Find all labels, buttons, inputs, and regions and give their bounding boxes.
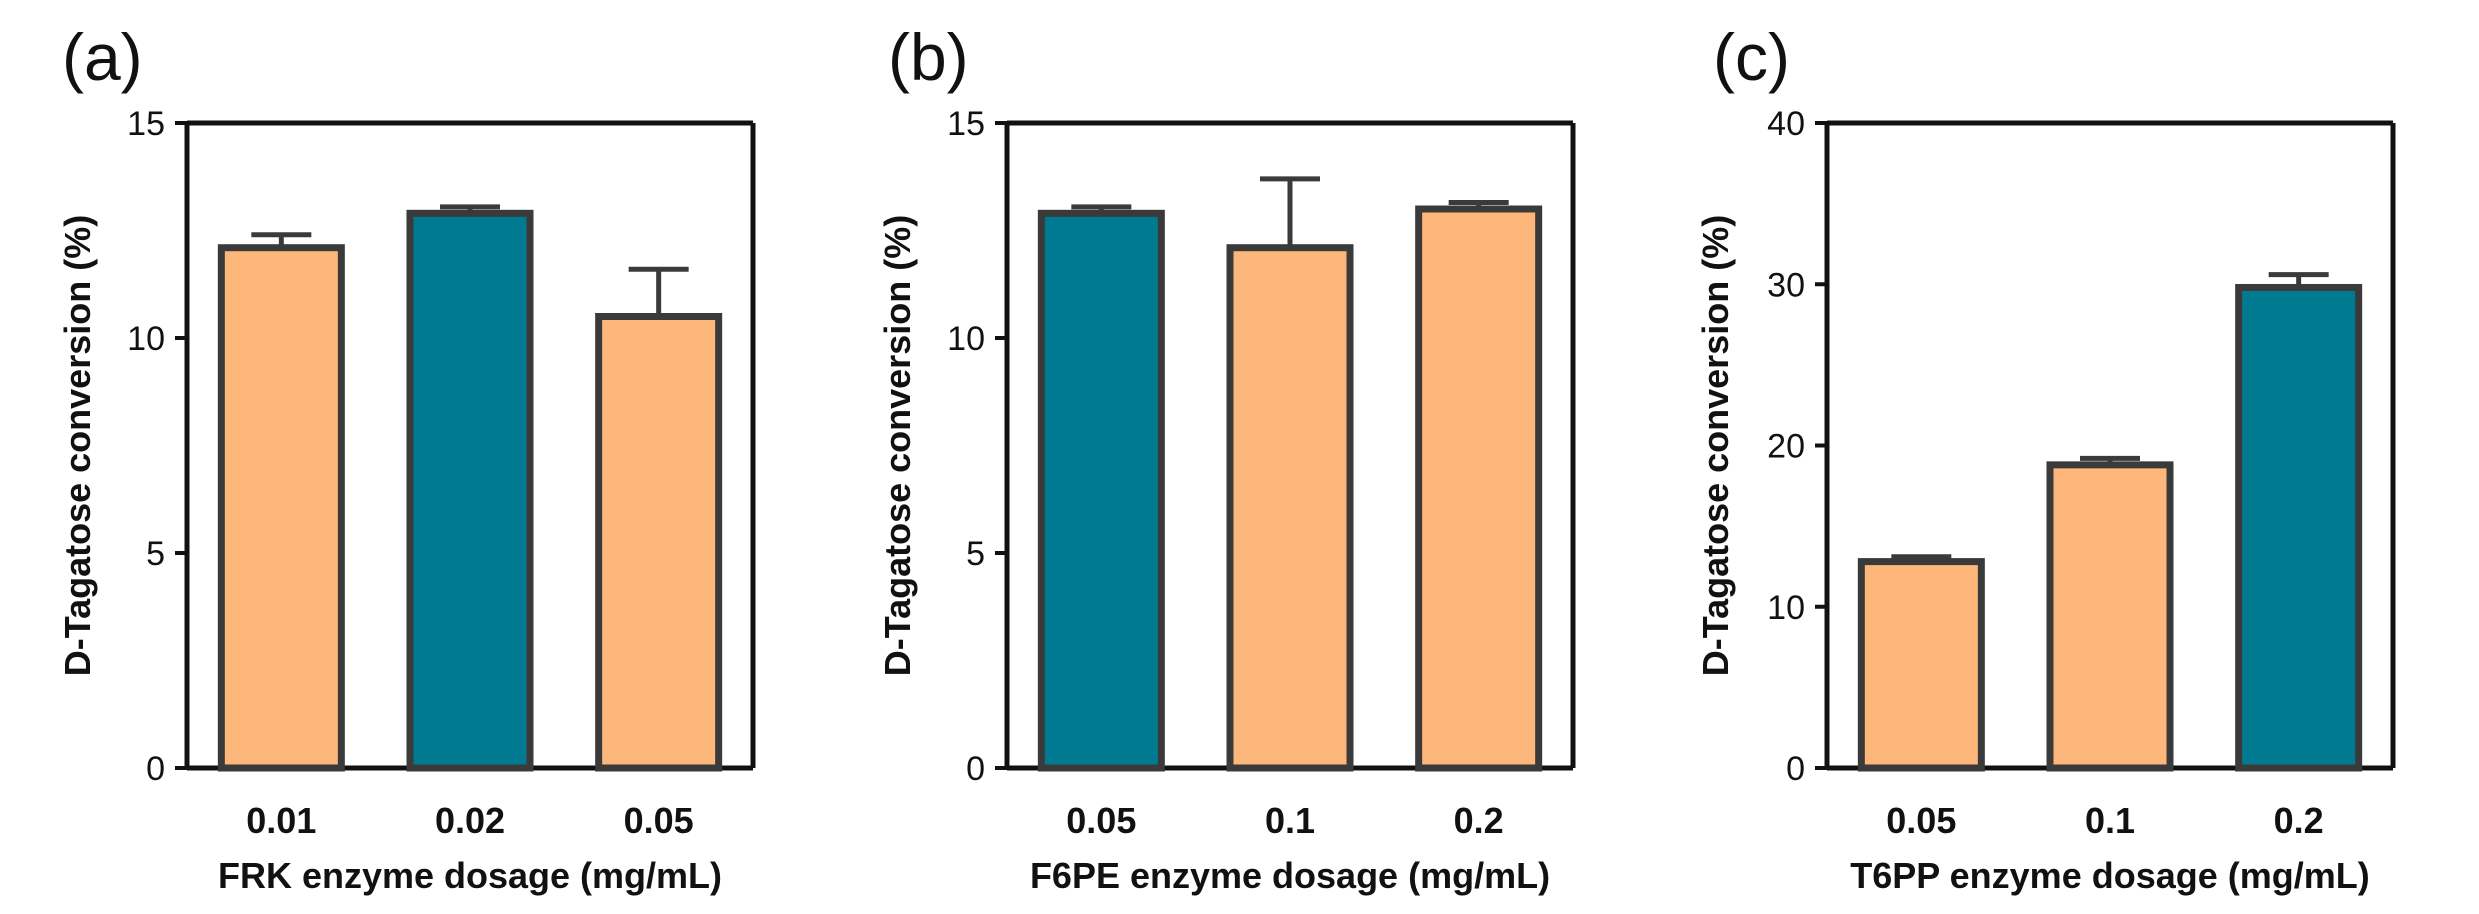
x-tick-label: 0.2: [2274, 800, 2324, 841]
x-tick-label: 0.05: [1066, 800, 1136, 841]
y-tick-label: 40: [1767, 105, 1805, 143]
bar-0.05: [595, 313, 723, 772]
x-tick-label: 0.1: [1265, 800, 1315, 841]
x-tick-label: 0.05: [624, 800, 694, 841]
y-tick-label: 0: [1786, 750, 1805, 788]
y-axis-title: D-Tagatose conversion (%): [57, 215, 98, 676]
y-tick-label: 0: [966, 750, 985, 788]
bar-0.1: [1226, 244, 1354, 772]
y-tick-label: 0: [146, 750, 165, 788]
y-tick-label: 15: [127, 105, 165, 143]
bar-0.02: [406, 209, 534, 772]
y-tick-label: 10: [947, 320, 985, 358]
y-tick-label: 10: [127, 320, 165, 358]
bar-0.05: [1857, 558, 1985, 772]
panel-letter: (b): [888, 20, 969, 94]
x-tick-label: 0.01: [246, 800, 316, 841]
y-axis-title: D-Tagatose conversion (%): [877, 215, 918, 676]
bar-0.01: [217, 244, 345, 772]
x-tick-label: 0.1: [2085, 800, 2135, 841]
y-tick-label: 10: [1767, 589, 1805, 627]
y-tick-label: 15: [947, 105, 985, 143]
panel-letter: (a): [62, 20, 143, 94]
x-tick-label: 0.05: [1886, 800, 1956, 841]
panel-3: (c) 0 10 20 30 40 D-Tagatose conversion (%) 0.0…: [1695, 20, 2396, 896]
y-tick-label: 5: [146, 535, 165, 573]
x-tick-label: 0.02: [435, 800, 505, 841]
y-tick-label: 30: [1767, 266, 1805, 304]
panel-1: (a) 0 5 10 15 D-Tagatose conversion (%) 0.01 0.…: [57, 20, 756, 896]
x-axis-title: FRK enzyme dosage (mg/mL): [218, 855, 722, 896]
x-tick-label: 0.2: [1454, 800, 1504, 841]
panel-2: (b) 0 5 10 15 D-Tagatose conversion (%) 0.05 0.…: [877, 20, 1576, 896]
x-axis-title: T6PP enzyme dosage (mg/mL): [1850, 855, 2369, 896]
bar-0.1: [2046, 461, 2174, 772]
x-axis-title: F6PE enzyme dosage (mg/mL): [1030, 855, 1550, 896]
bar-0.2: [2235, 283, 2363, 772]
y-axis-title: D-Tagatose conversion (%): [1695, 215, 1736, 676]
bar-0.05: [1037, 209, 1165, 772]
bar-0.2: [1415, 205, 1543, 772]
y-tick-label: 20: [1767, 428, 1805, 466]
panel-letter: (c): [1713, 20, 1790, 94]
y-tick-label: 5: [966, 535, 985, 573]
